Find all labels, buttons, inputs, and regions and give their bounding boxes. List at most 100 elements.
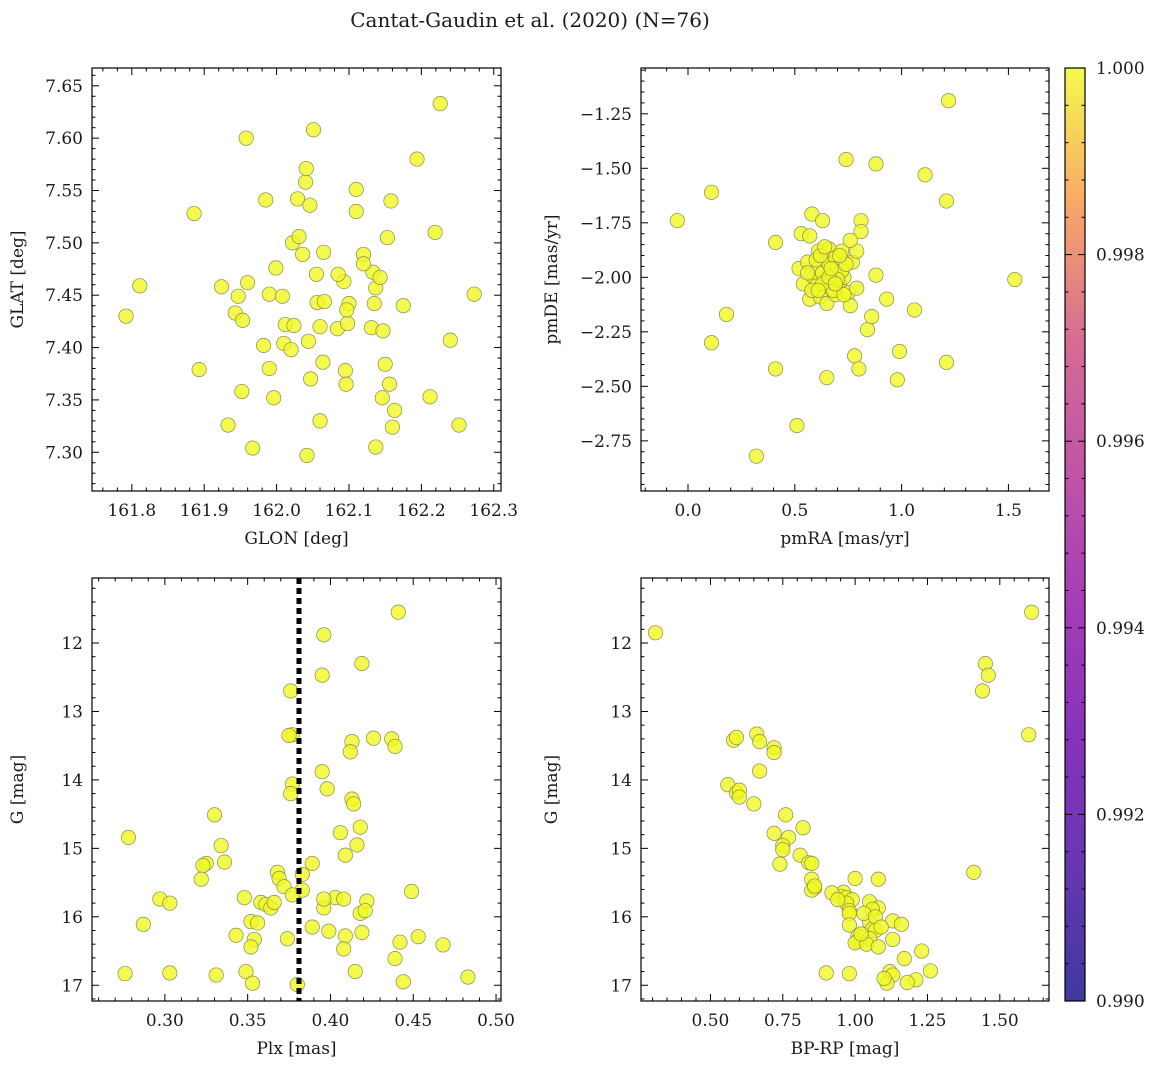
data-point bbox=[330, 266, 346, 282]
data-point bbox=[228, 927, 244, 943]
data-point bbox=[669, 213, 685, 229]
data-point bbox=[703, 335, 720, 351]
x-tick-label: 1.5 bbox=[995, 501, 1022, 521]
data-point bbox=[432, 96, 448, 112]
y-tick-label: 13 bbox=[610, 702, 632, 722]
data-point bbox=[274, 288, 290, 304]
y-tick-label: 14 bbox=[61, 771, 83, 791]
data-point bbox=[316, 891, 332, 907]
data-point bbox=[868, 156, 884, 172]
data-point bbox=[284, 887, 300, 903]
data-point bbox=[162, 895, 178, 911]
data-point bbox=[864, 309, 880, 325]
data-point bbox=[377, 356, 393, 372]
data-point bbox=[256, 337, 272, 354]
data-point bbox=[980, 667, 996, 683]
data-point bbox=[303, 371, 319, 387]
data-point bbox=[235, 312, 251, 328]
data-point bbox=[876, 970, 892, 986]
axes-frame bbox=[91, 577, 502, 1002]
data-point bbox=[132, 278, 148, 294]
data-point bbox=[213, 838, 229, 854]
data-point bbox=[703, 184, 720, 200]
y-tick-label: 7.65 bbox=[45, 77, 83, 97]
data-point bbox=[395, 298, 411, 314]
data-point bbox=[238, 130, 254, 146]
colorbar-frame bbox=[1064, 67, 1086, 1002]
y-tick-label: −1.25 bbox=[580, 105, 632, 125]
x-tick-label: 1.00 bbox=[836, 1011, 874, 1031]
data-point bbox=[836, 287, 852, 303]
data-point bbox=[339, 315, 356, 332]
data-point bbox=[938, 193, 955, 209]
x-tick-label: 0.40 bbox=[312, 1011, 350, 1031]
data-point bbox=[885, 931, 901, 947]
data-point bbox=[896, 951, 912, 967]
data-point bbox=[193, 871, 209, 887]
data-point bbox=[316, 627, 332, 643]
colorbar-tick-label: 0.998 bbox=[1096, 246, 1145, 266]
x-tick-label: 0.5 bbox=[781, 501, 808, 521]
data-point bbox=[220, 417, 236, 433]
data-point bbox=[316, 293, 332, 310]
x-tick-label: 162.0 bbox=[252, 501, 301, 521]
data-point bbox=[281, 727, 297, 743]
y-tick-label: 15 bbox=[610, 839, 632, 859]
x-tick-label: 1.25 bbox=[909, 1011, 947, 1031]
data-point bbox=[938, 354, 955, 370]
y-tick-label: 7.35 bbox=[45, 391, 83, 411]
y-tick-label: −2.50 bbox=[580, 377, 632, 397]
data-point bbox=[316, 244, 332, 260]
data-point bbox=[339, 302, 355, 318]
data-point bbox=[286, 318, 302, 334]
y-tick-label: 7.40 bbox=[45, 339, 83, 359]
data-point bbox=[354, 656, 370, 672]
colorbar-tick-label: 1.000 bbox=[1096, 59, 1145, 79]
y-axis-label: GLAT [deg] bbox=[8, 230, 28, 328]
data-point bbox=[379, 230, 395, 246]
y-tick-label: 7.30 bbox=[45, 443, 83, 463]
data-point bbox=[853, 926, 869, 942]
data-point bbox=[422, 389, 438, 405]
y-tick-label: −2.75 bbox=[580, 432, 632, 452]
data-point bbox=[842, 232, 858, 248]
y-tick-label: 15 bbox=[61, 839, 83, 859]
data-point bbox=[355, 256, 372, 272]
y-axis-label: pmDE [mas/yr] bbox=[542, 214, 562, 344]
data-point bbox=[392, 934, 408, 950]
colorbar-tick-label: 0.996 bbox=[1096, 432, 1145, 452]
data-point bbox=[766, 825, 782, 841]
data-point bbox=[922, 963, 938, 979]
data-point bbox=[245, 440, 261, 456]
y-tick-label: 13 bbox=[61, 702, 83, 722]
data-point bbox=[807, 878, 823, 894]
data-point bbox=[298, 160, 314, 177]
data-point bbox=[718, 306, 734, 322]
data-point bbox=[291, 229, 307, 245]
data-point bbox=[332, 825, 348, 841]
data-point bbox=[879, 291, 895, 307]
data-point bbox=[941, 93, 957, 109]
data-point bbox=[804, 855, 820, 871]
x-tick-label: 161.8 bbox=[107, 501, 156, 521]
data-point bbox=[841, 966, 857, 982]
colorbar-tick-label: 0.992 bbox=[1096, 805, 1145, 825]
colorbar-tick-label: 0.990 bbox=[1096, 992, 1145, 1012]
data-point bbox=[238, 964, 254, 980]
data-point bbox=[775, 842, 791, 858]
x-tick-label: 161.9 bbox=[180, 501, 229, 521]
markers-glon-glat bbox=[118, 96, 482, 463]
data-point bbox=[917, 167, 933, 183]
panel-plx-g: 0.30 0.35 0.40 0.45 0.50 12 13 14 15 16 17 Plx [mas… bbox=[8, 577, 515, 1059]
data-point bbox=[348, 203, 364, 219]
axes-frame bbox=[91, 67, 502, 492]
data-point bbox=[427, 224, 443, 240]
data-point bbox=[819, 370, 835, 386]
data-point bbox=[118, 308, 134, 324]
data-point bbox=[778, 807, 794, 823]
data-point bbox=[302, 197, 318, 213]
data-point bbox=[337, 363, 353, 379]
data-point bbox=[337, 847, 353, 863]
data-point bbox=[731, 789, 747, 805]
data-point bbox=[409, 151, 425, 167]
